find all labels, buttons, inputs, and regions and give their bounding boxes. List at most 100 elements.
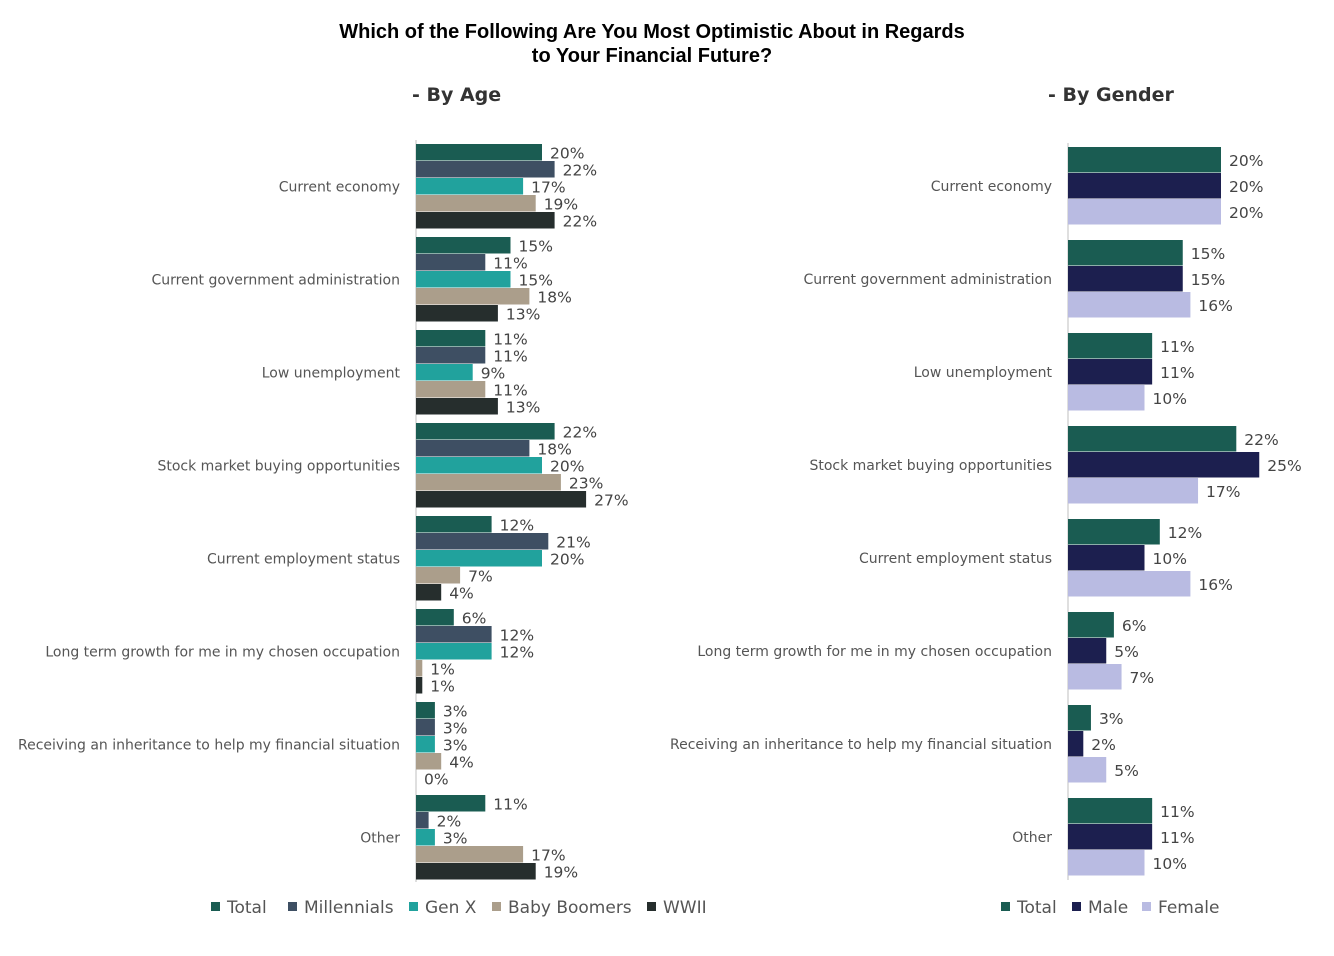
age-category-label: Current economy	[279, 180, 400, 196]
age-value-label: 4%	[449, 585, 474, 603]
age-bar	[416, 677, 423, 694]
gender-value-label: 10%	[1153, 550, 1187, 568]
age-value-label: 21%	[556, 534, 590, 552]
age-value-label: 18%	[537, 441, 571, 459]
age-bar	[416, 381, 486, 398]
age-bar	[416, 237, 511, 254]
age-bar	[416, 491, 587, 508]
gender-value-label: 15%	[1191, 245, 1225, 263]
age-bar	[416, 271, 511, 288]
age-value-label: 0%	[424, 771, 449, 789]
age-bar	[416, 474, 561, 491]
age-bar	[416, 550, 542, 567]
gender-legend-label: Male	[1088, 898, 1128, 918]
gender-bar	[1068, 545, 1145, 571]
age-value-label: 12%	[500, 627, 534, 645]
age-category-label: Other	[360, 831, 400, 847]
age-value-label: 11%	[493, 331, 527, 349]
age-bar	[416, 457, 542, 474]
age-bar	[416, 195, 536, 212]
gender-value-label: 10%	[1153, 855, 1187, 873]
gender-value-label: 22%	[1244, 431, 1278, 449]
gender-category-label: Receiving an inheritance to help my fina…	[670, 737, 1052, 753]
age-value-label: 17%	[531, 179, 565, 197]
age-bar	[416, 305, 498, 322]
age-bar	[416, 398, 498, 415]
chart-title: Which of the Following Are You Most Opti…	[0, 20, 1304, 68]
age-bar	[416, 753, 442, 770]
age-value-label: 13%	[506, 399, 540, 417]
gender-chart-subtitle: - By Gender	[1048, 84, 1174, 106]
age-value-label: 4%	[449, 754, 474, 772]
age-bar	[416, 702, 435, 719]
age-bar	[416, 660, 423, 677]
gender-value-label: 12%	[1168, 524, 1202, 542]
gender-category-label: Stock market buying opportunities	[809, 458, 1052, 474]
gender-value-label: 10%	[1153, 390, 1187, 408]
age-bar	[416, 516, 492, 533]
gender-value-label: 5%	[1114, 762, 1139, 780]
age-bar	[416, 330, 486, 347]
age-value-label: 2%	[437, 813, 462, 831]
gender-legend-swatch	[1142, 902, 1151, 911]
gender-bar	[1068, 757, 1107, 783]
gender-bar	[1068, 850, 1145, 876]
chart-title-line-1: Which of the Following Are You Most Opti…	[339, 21, 965, 43]
gender-category-label: Current government administration	[803, 272, 1052, 288]
age-chart-subtitle: - By Age	[412, 84, 502, 106]
gender-value-label: 15%	[1191, 271, 1225, 289]
gender-value-label: 5%	[1114, 643, 1139, 661]
gender-bar	[1068, 612, 1114, 638]
gender-legend-swatch	[1001, 902, 1010, 911]
age-category-label: Receiving an inheritance to help my fina…	[18, 738, 400, 754]
age-value-label: 3%	[443, 720, 468, 738]
age-value-label: 1%	[430, 661, 455, 679]
age-bar	[416, 795, 486, 812]
age-bar	[416, 736, 435, 753]
gender-value-label: 17%	[1206, 483, 1240, 501]
gender-bar	[1068, 798, 1153, 824]
age-value-label: 22%	[563, 162, 597, 180]
age-value-label: 15%	[519, 272, 553, 290]
gender-bar	[1068, 147, 1221, 173]
gender-category-label: Current employment status	[859, 551, 1052, 567]
gender-bar	[1068, 266, 1183, 292]
gender-value-label: 2%	[1091, 736, 1116, 754]
age-bar	[416, 812, 429, 829]
age-legend-swatch	[211, 902, 220, 911]
age-value-label: 20%	[550, 458, 584, 476]
gender-value-label: 16%	[1198, 297, 1232, 315]
age-legend-label: Total	[226, 898, 267, 918]
gender-value-label: 16%	[1198, 576, 1232, 594]
age-legend-swatch	[409, 902, 418, 911]
age-category-label: Low unemployment	[262, 366, 401, 382]
age-value-label: 20%	[550, 145, 584, 163]
gender-bar	[1068, 664, 1122, 690]
age-bar	[416, 609, 454, 626]
age-bar	[416, 643, 492, 660]
age-bar	[416, 626, 492, 643]
gender-bar	[1068, 426, 1237, 452]
age-bar	[416, 144, 542, 161]
age-value-label: 27%	[594, 492, 628, 510]
gender-bar	[1068, 240, 1183, 266]
age-bar	[416, 829, 435, 846]
age-legend-label: Baby Boomers	[508, 898, 632, 918]
gender-legend-label: Female	[1158, 898, 1219, 918]
gender-legend-swatch	[1072, 902, 1081, 911]
gender-value-label: 11%	[1160, 364, 1194, 382]
age-value-label: 9%	[481, 365, 506, 383]
age-bar	[416, 212, 555, 229]
gender-value-label: 20%	[1229, 204, 1263, 222]
age-value-label: 3%	[443, 830, 468, 848]
age-bar	[416, 567, 461, 584]
age-value-label: 23%	[569, 475, 603, 493]
gender-value-label: 20%	[1229, 178, 1263, 196]
gender-bar	[1068, 173, 1221, 199]
age-category-label: Stock market buying opportunities	[157, 459, 400, 475]
age-value-label: 7%	[468, 568, 493, 586]
gender-value-label: 11%	[1160, 338, 1194, 356]
gender-bar	[1068, 478, 1199, 504]
age-bar	[416, 440, 530, 457]
